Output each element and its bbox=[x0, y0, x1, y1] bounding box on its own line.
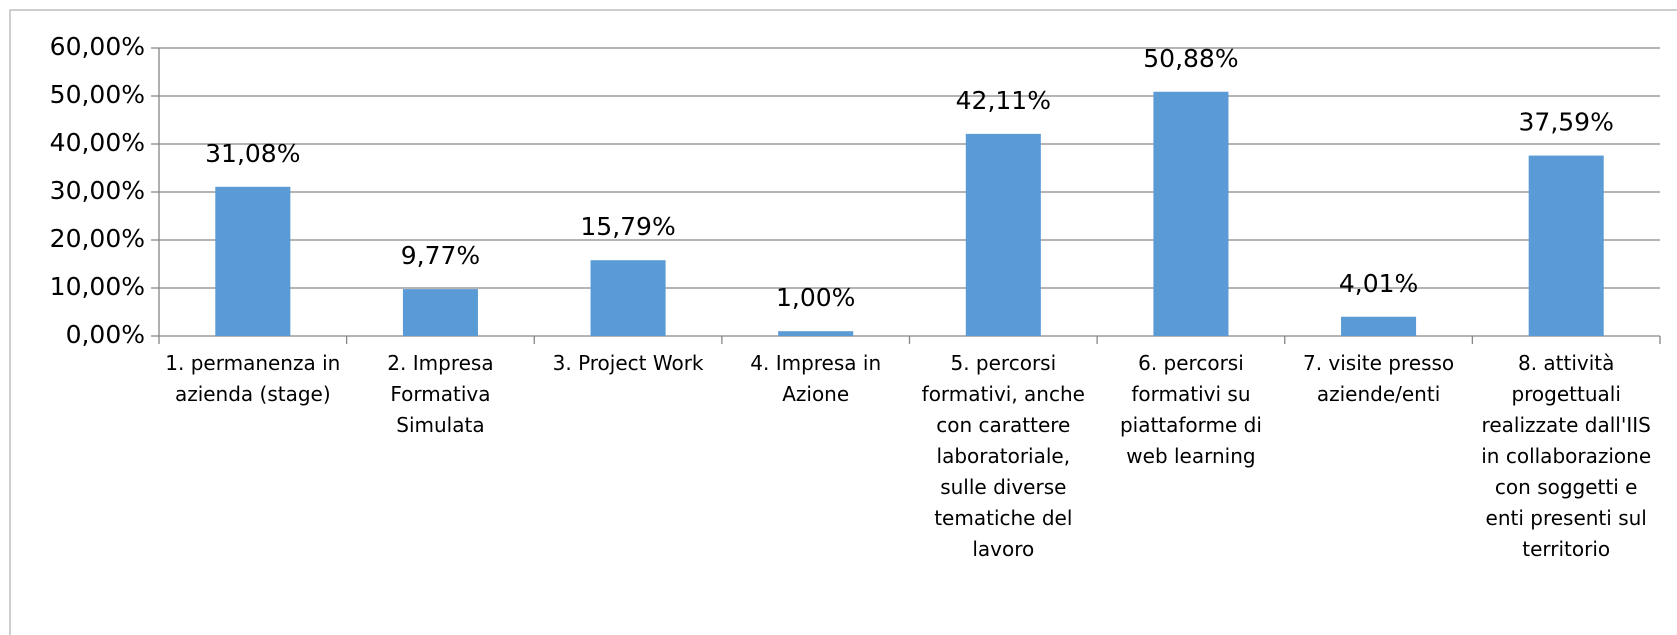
x-tick-label: 5. percorsi formativi, anche con caratte… bbox=[921, 351, 1085, 561]
bar bbox=[1528, 155, 1604, 336]
data-label: 9,77% bbox=[401, 241, 480, 270]
data-label: 37,59% bbox=[1519, 108, 1614, 137]
data-label: 42,11% bbox=[956, 86, 1051, 115]
bar bbox=[778, 331, 854, 336]
y-tick-label: 20,00% bbox=[50, 224, 145, 253]
x-tick-label-box: 3. Project Work bbox=[552, 351, 704, 375]
y-tick-label: 60,00% bbox=[50, 32, 145, 61]
y-tick-label: 50,00% bbox=[50, 80, 145, 109]
y-tick-label: 30,00% bbox=[50, 176, 145, 205]
y-tick-label: 0,00% bbox=[66, 320, 145, 349]
x-tick-label: 6. percorsi formativi su piattaforme di … bbox=[1119, 351, 1262, 468]
x-tick-label-box: 5. percorsi formativi, anche con caratte… bbox=[921, 351, 1085, 561]
y-tick-label: 10,00% bbox=[50, 272, 145, 301]
bar bbox=[590, 260, 666, 336]
x-tick-label-box: 8. attività progettuali realizzate dall'… bbox=[1481, 351, 1652, 561]
data-label: 4,01% bbox=[1339, 269, 1418, 298]
x-tick-label-box: 4. Impresa in Azione bbox=[750, 351, 882, 406]
x-tick-label: 3. Project Work bbox=[552, 351, 704, 375]
x-tick-label: 4. Impresa in Azione bbox=[750, 351, 882, 406]
x-tick-label: 2. Impresa Formativa Simulata bbox=[387, 351, 494, 437]
data-label: 1,00% bbox=[776, 283, 855, 312]
x-tick-label-box: 2. Impresa Formativa Simulata bbox=[387, 351, 494, 437]
data-label: 15,79% bbox=[580, 212, 675, 241]
bar bbox=[215, 186, 291, 336]
bar bbox=[1153, 91, 1229, 336]
x-tick-label-box: 1. permanenza in azienda (stage) bbox=[165, 351, 341, 406]
bar bbox=[965, 133, 1041, 336]
y-tick-label: 40,00% bbox=[50, 128, 145, 157]
bar bbox=[402, 289, 478, 336]
bar bbox=[1341, 316, 1417, 336]
x-tick-label: 8. attività progettuali realizzate dall'… bbox=[1481, 351, 1652, 561]
data-label: 31,08% bbox=[205, 139, 300, 168]
chart-frame bbox=[9, 9, 1677, 635]
data-label: 50,88% bbox=[1143, 44, 1238, 73]
x-tick-label: 7. visite presso aziende/enti bbox=[1302, 351, 1455, 406]
x-tick-label-box: 6. percorsi formativi su piattaforme di … bbox=[1119, 351, 1262, 468]
x-tick-label-box: 7. visite presso aziende/enti bbox=[1302, 351, 1455, 406]
x-tick-label: 1. permanenza in azienda (stage) bbox=[165, 351, 341, 406]
